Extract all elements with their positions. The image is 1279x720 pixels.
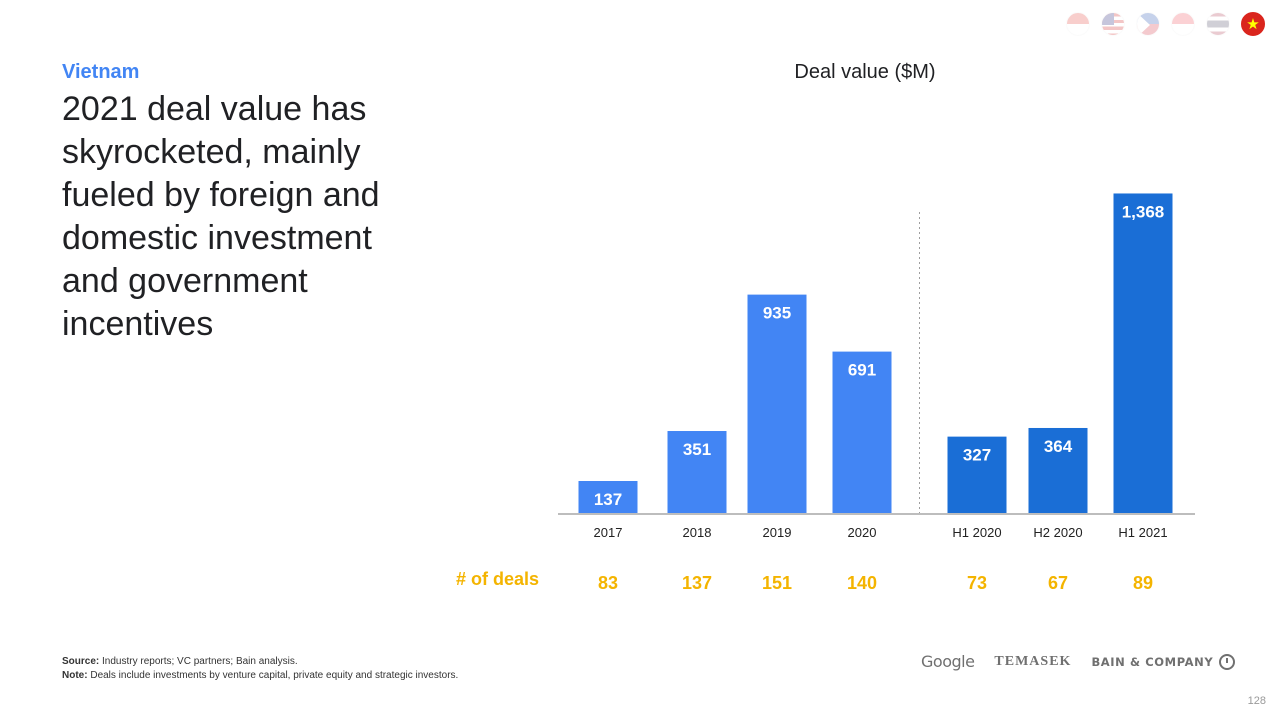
deal-count-value: 89 <box>1133 573 1153 593</box>
deal-value-bar-chart: 137 2017 83 351 2018 137 935 2019 151 691 2020 140 3… <box>456 193 1195 593</box>
source-note: Source: Industry reports; VC partners; B… <box>62 655 458 669</box>
deal-count-value: 83 <box>598 573 618 593</box>
source-label: Source: <box>62 656 100 667</box>
vietnam-flag-icon[interactable]: ★ <box>1241 12 1265 36</box>
deal-count-value: 73 <box>967 573 987 593</box>
malaysia-flag-icon[interactable] <box>1101 12 1125 36</box>
deal-count-value: 67 <box>1048 573 1068 593</box>
bar-h1-2021 <box>1113 193 1173 513</box>
note-label: Note: <box>62 669 88 681</box>
deal-count-value: 137 <box>682 573 712 593</box>
indonesia-flag-icon[interactable] <box>1066 12 1090 36</box>
x-tick-label: H1 2021 <box>1118 525 1167 540</box>
bar-value-label: 327 <box>963 446 991 465</box>
bar-2018 <box>667 431 727 513</box>
bar-2017 <box>578 481 638 513</box>
x-tick-label: 2019 <box>763 525 792 540</box>
country-flag-nav: ★ <box>1066 12 1265 36</box>
note-text: Deals include investments by venture cap… <box>87 669 459 681</box>
x-tick-label: 2020 <box>848 525 877 540</box>
country-label: Vietnam <box>62 61 140 83</box>
partner-logos: Google TEMASEK BAIN & COMPANY <box>921 652 1236 671</box>
footnote: Source: Industry reports; VC partners; B… <box>62 655 458 682</box>
bain-logo: BAIN & COMPANY <box>1091 653 1236 670</box>
page-number: 128 <box>1247 695 1266 707</box>
bar-2020 <box>832 351 892 513</box>
bar-2019 <box>747 294 807 513</box>
x-tick-label: 2018 <box>683 525 712 540</box>
deals-row-label: # of deals <box>456 569 539 589</box>
source-text: Industry reports; VC partners; Bain anal… <box>99 656 298 667</box>
deals-note: Note: Deals include investments by ventu… <box>62 669 458 683</box>
slide-headline: 2021 deal value has skyrocketed, mainly … <box>62 90 380 343</box>
bar-value-label: 935 <box>763 304 791 323</box>
x-tick-label: 2017 <box>594 525 623 540</box>
singapore-flag-icon[interactable] <box>1171 12 1195 36</box>
bar-value-label: 1,368 <box>1122 202 1165 221</box>
temasek-logo: TEMASEK <box>994 653 1072 669</box>
bain-mark-icon <box>1219 653 1236 670</box>
thailand-flag-icon[interactable] <box>1206 12 1230 36</box>
bar-value-label: 691 <box>848 361 876 380</box>
deal-count-value: 140 <box>847 573 877 593</box>
google-logo: Google <box>921 652 975 671</box>
bain-logo-text: BAIN & COMPANY <box>1091 654 1214 669</box>
chart-title: Deal value ($M) <box>794 61 936 83</box>
bar-value-label: 364 <box>1044 437 1073 456</box>
bar-value-label: 351 <box>683 440 711 459</box>
bar-h1-2020 <box>947 436 1007 513</box>
x-tick-label: H2 2020 <box>1033 525 1082 540</box>
bar-h2-2020 <box>1028 427 1088 513</box>
bar-value-label: 137 <box>594 490 622 509</box>
philippines-flag-icon[interactable] <box>1136 12 1160 36</box>
x-tick-label: H1 2020 <box>952 525 1001 540</box>
deal-count-value: 151 <box>762 573 792 593</box>
